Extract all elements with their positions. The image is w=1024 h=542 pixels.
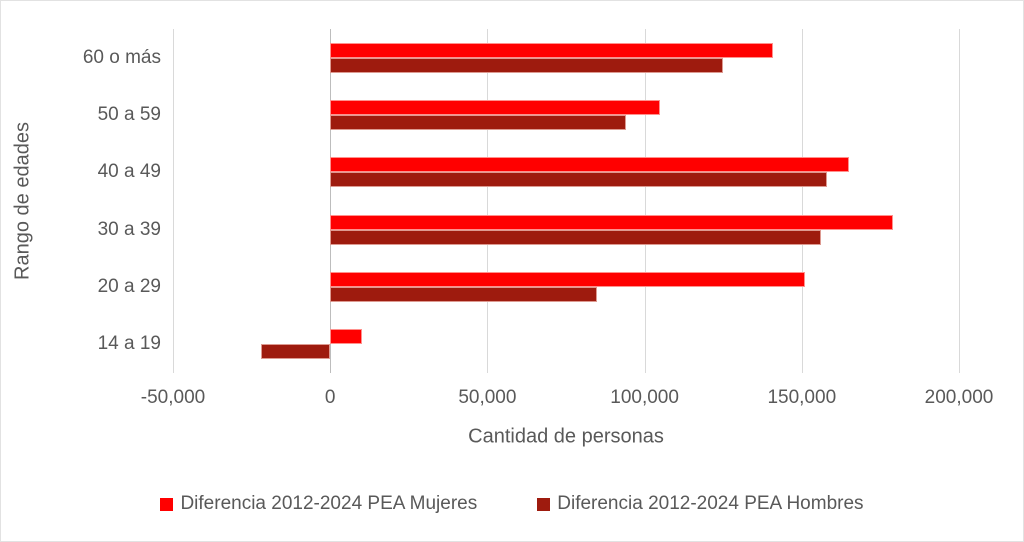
- bar-mujeres-3: [330, 214, 893, 230]
- bar-mujeres-0: [330, 42, 774, 58]
- y-category-label-3: 30 a 39: [97, 218, 161, 240]
- bar-hombres-2: [330, 172, 827, 188]
- bar-hombres-0: [330, 57, 724, 73]
- x-tick-label-5: 200,000: [924, 387, 994, 408]
- gridline: [801, 29, 803, 373]
- plot-area: [173, 29, 960, 373]
- bar-hombres-1: [330, 115, 626, 130]
- bar-hombres-3: [330, 229, 821, 245]
- bar-mujeres-5: [330, 329, 362, 345]
- legend: Diferencia 2012-2024 PEA Mujeres Diferen…: [1, 493, 1023, 515]
- legend-label-hombres: Diferencia 2012-2024 PEA Hombres: [557, 493, 864, 514]
- gridline: [173, 29, 174, 373]
- bar-hombres-4: [330, 287, 598, 302]
- legend-item-hombres: Diferencia 2012-2024 PEA Hombres: [537, 493, 864, 515]
- x-tick-label-0: -50,000: [140, 387, 206, 408]
- bar-mujeres-1: [330, 100, 661, 115]
- y-category-label-2: 40 a 49: [97, 161, 161, 183]
- legend-swatch-hombres: [537, 497, 551, 511]
- x-tick-label-3: 100,000: [610, 387, 679, 408]
- y-category-label-0: 60 o más: [82, 46, 161, 68]
- y-category-label-4: 20 a 29: [97, 276, 161, 297]
- x-axis-title: Cantidad de personas: [468, 425, 664, 448]
- gridline: [959, 29, 960, 373]
- legend-item-mujeres: Diferencia 2012-2024 PEA Mujeres: [160, 493, 477, 515]
- y-axis-labels: 60 o más 50 a 59 40 a 49 30 a 39 20 a 29 14 a…: [1, 1, 161, 541]
- zero-axis-line: [330, 29, 332, 373]
- legend-swatch-mujeres: [160, 497, 174, 511]
- bar-mujeres-4: [330, 272, 805, 287]
- y-axis-title: Rango de edades: [11, 122, 34, 280]
- x-tick-label-4: 150,000: [767, 387, 837, 408]
- gridline: [644, 29, 646, 373]
- y-category-label-5: 14 a 19: [97, 333, 161, 355]
- legend-label-mujeres: Diferencia 2012-2024 PEA Mujeres: [180, 493, 478, 514]
- gridline: [487, 29, 489, 373]
- bar-mujeres-2: [330, 157, 849, 173]
- y-category-label-1: 50 a 59: [97, 104, 161, 125]
- x-tick-label-2: 50,000: [458, 387, 517, 408]
- bar-hombres-5: [261, 344, 331, 360]
- x-tick-label-1: 0: [324, 387, 336, 408]
